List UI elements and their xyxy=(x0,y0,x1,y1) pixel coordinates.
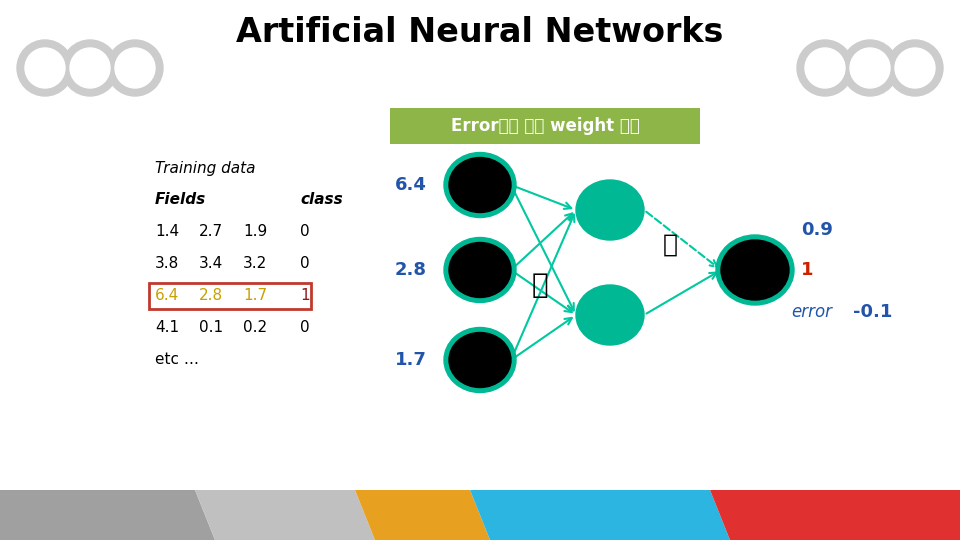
Text: 3.2: 3.2 xyxy=(243,256,267,272)
Ellipse shape xyxy=(449,242,511,298)
Polygon shape xyxy=(355,490,490,540)
Text: 1.7: 1.7 xyxy=(243,288,267,303)
Text: etc …: etc … xyxy=(155,353,199,368)
Polygon shape xyxy=(195,490,375,540)
Circle shape xyxy=(62,40,118,96)
Polygon shape xyxy=(710,490,960,540)
Text: 0.9: 0.9 xyxy=(801,221,833,239)
Ellipse shape xyxy=(716,235,794,305)
Text: 3.4: 3.4 xyxy=(199,256,224,272)
Ellipse shape xyxy=(721,240,789,300)
Text: 1: 1 xyxy=(801,261,813,279)
Ellipse shape xyxy=(444,327,516,393)
Text: 2.8: 2.8 xyxy=(199,288,223,303)
Text: 1: 1 xyxy=(300,288,310,303)
Circle shape xyxy=(70,48,110,88)
Polygon shape xyxy=(470,490,730,540)
Circle shape xyxy=(895,48,935,88)
Circle shape xyxy=(17,40,73,96)
Text: 4.1: 4.1 xyxy=(155,321,180,335)
Ellipse shape xyxy=(576,180,644,240)
Bar xyxy=(149,283,311,309)
Text: 1.4: 1.4 xyxy=(155,225,180,240)
Circle shape xyxy=(842,40,898,96)
Text: 0: 0 xyxy=(300,321,310,335)
Text: 3.8: 3.8 xyxy=(155,256,180,272)
Circle shape xyxy=(107,40,163,96)
Text: -0.1: -0.1 xyxy=(853,303,893,321)
Circle shape xyxy=(25,48,65,88)
Text: 🔨: 🔨 xyxy=(662,233,678,257)
Text: 6.4: 6.4 xyxy=(155,288,180,303)
Text: class: class xyxy=(300,192,343,207)
Polygon shape xyxy=(0,490,215,540)
Text: 🔨: 🔨 xyxy=(532,271,548,299)
Ellipse shape xyxy=(449,158,511,213)
Circle shape xyxy=(797,40,853,96)
Text: Artificial Neural Networks: Artificial Neural Networks xyxy=(236,16,724,49)
Text: 1.9: 1.9 xyxy=(243,225,267,240)
Circle shape xyxy=(887,40,943,96)
Text: 1.7: 1.7 xyxy=(396,351,427,369)
Bar xyxy=(390,108,700,144)
Text: error: error xyxy=(791,303,832,321)
Text: Fields: Fields xyxy=(155,192,206,207)
Ellipse shape xyxy=(576,285,644,345)
Circle shape xyxy=(850,48,890,88)
Text: Training data: Training data xyxy=(155,160,255,176)
Text: 2.8: 2.8 xyxy=(395,261,427,279)
Ellipse shape xyxy=(444,152,516,218)
Circle shape xyxy=(805,48,845,88)
Text: 0.1: 0.1 xyxy=(199,321,223,335)
Ellipse shape xyxy=(444,238,516,302)
Circle shape xyxy=(115,48,155,88)
Text: 6.4: 6.4 xyxy=(396,176,427,194)
Text: Error값에 따라 weight 조정: Error값에 따라 weight 조정 xyxy=(450,117,639,135)
Text: 0: 0 xyxy=(300,256,310,272)
Ellipse shape xyxy=(449,333,511,388)
Text: 0: 0 xyxy=(300,225,310,240)
Text: 2.7: 2.7 xyxy=(199,225,223,240)
Text: 0.2: 0.2 xyxy=(243,321,267,335)
